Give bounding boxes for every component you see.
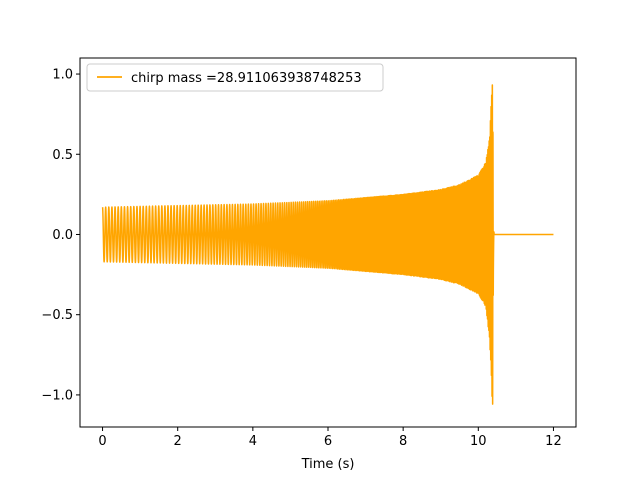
legend-box	[86, 63, 384, 92]
legend-label: chirp mass =28.911063938748253	[131, 71, 362, 86]
x-tick-label: 10	[470, 434, 487, 449]
x-tick-label: 8	[399, 434, 407, 449]
y-tick-label: 1.0	[52, 68, 73, 83]
x-tick-label: 6	[324, 434, 332, 449]
x-axis-label: Time (s)	[301, 457, 355, 472]
x-tick-label: 12	[545, 434, 562, 449]
x-axis-ticks: 0 2 4 6 8 10 12	[98, 427, 562, 449]
series-layer	[101, 84, 555, 405]
chirp-waveform-line	[101, 84, 555, 405]
x-tick-label: 0	[98, 434, 106, 449]
y-tick-label: 0.0	[52, 228, 73, 243]
legend: chirp mass =28.911063938748253	[86, 63, 384, 92]
x-tick-label: 2	[174, 434, 182, 449]
y-axis-ticks: −1.0 −0.5 0.0 0.5 1.0	[41, 68, 80, 403]
y-tick-label: −1.0	[41, 388, 73, 403]
y-tick-label: −0.5	[41, 308, 73, 323]
y-tick-label: 0.5	[52, 148, 73, 163]
x-tick-label: 4	[249, 434, 257, 449]
